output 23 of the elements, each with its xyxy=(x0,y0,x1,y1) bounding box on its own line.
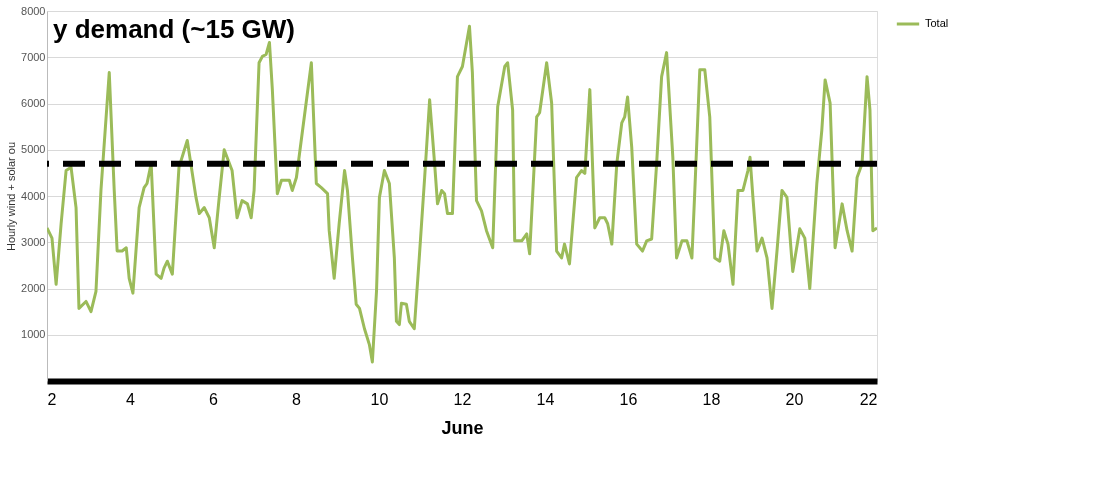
x-tick-label: 4 xyxy=(126,390,136,408)
x-tick-label: 20 xyxy=(785,390,804,408)
ref-line-label: y demand (~15 GW) xyxy=(53,14,295,44)
y-tick-label: 7000 xyxy=(21,50,46,63)
x-tick-label: 10 xyxy=(370,390,389,408)
x-tick-label: 2 xyxy=(47,390,57,408)
legend-label: Total xyxy=(925,17,949,29)
x-tick-label: 12 xyxy=(453,390,472,408)
y-tick-label: 2000 xyxy=(21,282,46,294)
y-tick-label: 5000 xyxy=(21,143,46,156)
y-tick-label: 3000 xyxy=(21,235,46,248)
y-tick-label: 8000 xyxy=(21,4,46,17)
y-tick-label: 6000 xyxy=(21,97,46,109)
y-axis-title: Hourly wind + solar ou xyxy=(5,141,18,252)
x-axis-title: June xyxy=(441,417,484,438)
x-tick-label: 14 xyxy=(536,390,555,408)
x-tick-label: 18 xyxy=(702,390,721,408)
y-tick-label: 4000 xyxy=(21,189,46,202)
x-tick-label: 8 xyxy=(292,390,302,408)
x-tick-label: 22 xyxy=(859,390,878,408)
x-tick-label: 16 xyxy=(619,390,638,408)
x-tick-label: 6 xyxy=(209,390,219,408)
y-tick-label: 1000 xyxy=(21,328,46,341)
